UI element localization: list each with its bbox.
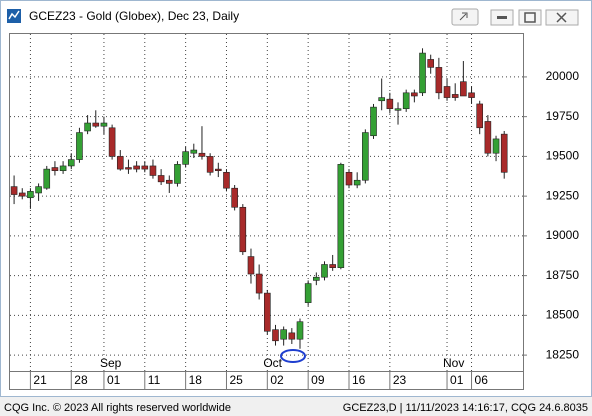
y-tick-label: 19500 (546, 149, 580, 163)
candle-body (223, 171, 230, 189)
candle-body (59, 165, 67, 172)
x-tick-label: 23 (393, 373, 407, 387)
chart-layer: 18250 18500 18750 19000 19250 19500 19750 20000… (10, 34, 579, 389)
x-tick-label: 28 (74, 373, 88, 387)
candle-body (35, 186, 42, 194)
candle-body (100, 122, 108, 127)
candle-body (165, 179, 173, 184)
y-tick-label: 18250 (546, 347, 580, 361)
annotation-ellipse (280, 349, 306, 363)
candle-body (394, 108, 402, 111)
status-bar (1, 397, 591, 416)
candle-body (443, 86, 451, 98)
candle-body (304, 283, 312, 303)
candle-body (492, 138, 500, 154)
month-label: Oct (263, 356, 282, 370)
candle-body (337, 164, 345, 268)
candle-body (386, 98, 394, 110)
y-tick-label: 19000 (546, 228, 580, 242)
candle-body (190, 149, 198, 154)
candle-body (476, 103, 484, 129)
candle-body (378, 97, 385, 102)
candle-body (239, 206, 247, 253)
candle-body (67, 159, 75, 167)
footer-left: CQG Inc. © 2023 All rights reserved worl… (4, 402, 231, 414)
y-tick-label: 18500 (546, 308, 580, 322)
candle-body (141, 165, 149, 170)
link-button[interactable] (451, 8, 479, 26)
candle-body (116, 156, 124, 170)
candle-body (76, 132, 83, 160)
y-tick-label: 20000 (546, 69, 580, 83)
candle-body (84, 122, 91, 132)
x-tick-label: 18 (189, 373, 203, 387)
candle-body (484, 121, 492, 154)
month-label: Nov (443, 356, 464, 370)
candle-body (329, 264, 336, 268)
candle-body (133, 165, 140, 170)
candle-body (313, 276, 320, 281)
candle-body (231, 187, 238, 208)
candle-body (296, 321, 304, 340)
x-axis-bar (9, 371, 524, 390)
candle-body (451, 94, 459, 98)
candle-body (174, 164, 181, 184)
candle-body (51, 167, 59, 172)
candle-body (264, 292, 271, 332)
x-tick-label: 01 (107, 373, 121, 387)
candle-body (353, 179, 361, 186)
candle-body (402, 92, 410, 110)
candle-body (206, 156, 214, 173)
candle-body (280, 329, 287, 340)
candle-body (362, 132, 369, 181)
x-tick-label: 09 (311, 373, 325, 387)
x-tick-label: 06 (475, 373, 489, 387)
candle-body (435, 67, 443, 94)
candle-body (18, 192, 26, 197)
y-tick-label: 19250 (546, 188, 580, 202)
x-tick-label: 21 (33, 373, 47, 387)
candle-body (27, 191, 34, 199)
candle-body (500, 133, 508, 173)
candle-body (215, 168, 222, 172)
candle-body (419, 52, 426, 94)
candle-body (10, 186, 18, 195)
candle-body (149, 165, 157, 176)
window-title: GCEZ23 - Gold (Globex), Dec 23, Daily (29, 9, 239, 23)
candle-body (125, 167, 132, 170)
y-tick-label: 19750 (546, 109, 580, 123)
x-tick-label: 02 (270, 373, 284, 387)
candle-body (288, 332, 296, 340)
y-tick-label: 18750 (546, 268, 580, 282)
candle-body (468, 92, 475, 98)
candle-body (157, 175, 165, 183)
candle-body (272, 329, 279, 342)
candle-body (370, 106, 377, 137)
candle-body (427, 59, 434, 68)
candle-body (411, 92, 418, 97)
candle-body (92, 122, 100, 127)
candle-body (43, 168, 51, 189)
x-tick-label: 01 (450, 373, 464, 387)
candle-body (321, 264, 328, 278)
candle-body (255, 273, 263, 294)
candle-body (247, 256, 255, 275)
x-tick-label: 25 (229, 373, 243, 387)
candle-body (198, 152, 206, 157)
app-icon (7, 9, 21, 23)
minimize-button[interactable] (490, 9, 514, 26)
x-tick-label: 11 (148, 373, 161, 387)
footer-right: GCEZ23,D | 11/11/2023 14:16:17, CQG 24.6… (343, 402, 588, 414)
maximize-button[interactable] (518, 9, 542, 26)
x-tick-label: 16 (352, 373, 366, 387)
month-label: Sep (100, 356, 122, 370)
candle-body (460, 81, 467, 97)
candle-body (182, 151, 189, 165)
candle-body (108, 127, 116, 157)
candle-body (345, 171, 353, 186)
close-button[interactable] (545, 9, 579, 26)
